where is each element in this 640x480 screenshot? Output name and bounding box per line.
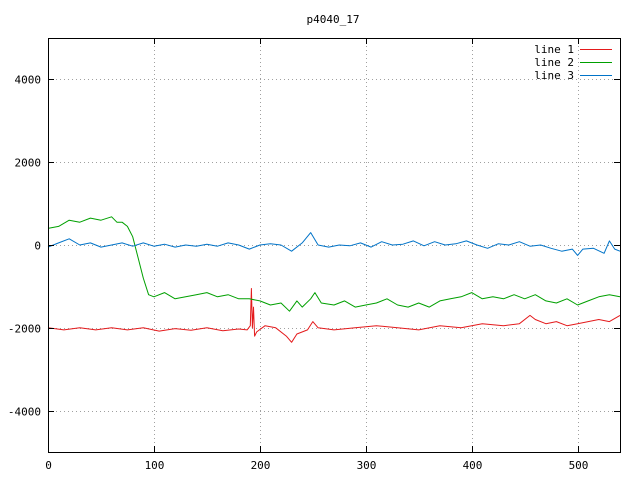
y-tick-label: 0 (34, 240, 41, 253)
legend-label: line 3 (534, 69, 574, 82)
legend-label: line 1 (534, 43, 574, 56)
axis-ticks: 0 100 200 300 400 500 -4000 -2000 0 2000 4000 (8, 38, 620, 472)
series-line-3 (47, 232, 621, 256)
x-tick-label: 500 (569, 459, 589, 472)
x-tick-label: 0 (45, 459, 52, 472)
series-line-1 (47, 288, 621, 343)
grid (48, 38, 620, 452)
x-tick-label: 100 (145, 459, 165, 472)
series-line-2 (47, 216, 621, 312)
legend-label: line 2 (534, 56, 574, 69)
y-tick-label: 4000 (15, 74, 42, 87)
y-tick-label: -2000 (8, 323, 41, 336)
y-tick-label: -4000 (8, 406, 41, 419)
x-tick-label: 400 (463, 459, 483, 472)
series-lines (47, 216, 621, 343)
y-tick-label: 2000 (15, 157, 42, 170)
x-tick-label: 300 (357, 459, 377, 472)
x-tick-label: 200 (251, 459, 271, 472)
chart-title: p4040_17 (307, 13, 360, 26)
